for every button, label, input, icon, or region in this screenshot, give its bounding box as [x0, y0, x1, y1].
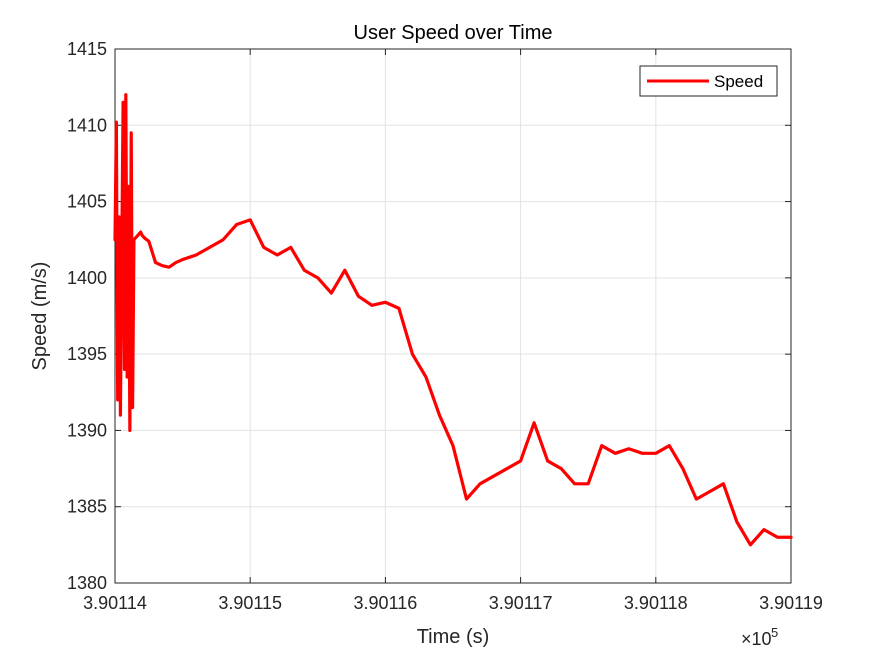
grid-layer — [115, 49, 791, 583]
series-layer — [113, 93, 793, 547]
x-tick-label: 3.90114 — [83, 593, 147, 613]
x-axis-exponent: ×10 5 — [741, 625, 778, 649]
x-tick-label: 3.90119 — [759, 593, 823, 613]
chart-title: User Speed over Time — [354, 22, 553, 44]
x-axis-exponent-base: ×10 — [741, 629, 772, 649]
x-axis-exponent-power: 5 — [771, 625, 778, 640]
legend: Speed — [639, 65, 778, 97]
y-tick-label: 1400 — [67, 268, 107, 288]
x-axis-label: Time (s) — [417, 626, 490, 648]
y-tick-label: 1405 — [67, 192, 107, 212]
x-tick-label: 3.90117 — [489, 593, 553, 613]
x-tick-label: 3.90115 — [218, 593, 282, 613]
legend-label-speed: Speed — [714, 72, 763, 91]
y-tick-label: 1380 — [67, 573, 107, 593]
y-tick-label: 1390 — [67, 420, 107, 440]
tick-layer: 3.90114 3.90115 3.90116 3.90117 3.90118 3.901… — [67, 39, 823, 613]
x-tick-label: 3.90118 — [624, 593, 688, 613]
y-tick-label: 1395 — [67, 344, 107, 364]
plot-area-frame — [114, 48, 792, 584]
y-axis-label: Speed (m/s) — [29, 262, 51, 371]
y-tick-label: 1385 — [67, 497, 107, 517]
y-tick-label: 1415 — [67, 39, 107, 59]
x-tick-label: 3.90116 — [354, 593, 418, 613]
series-line-speed — [113, 93, 793, 547]
y-tick-label: 1410 — [67, 115, 107, 135]
